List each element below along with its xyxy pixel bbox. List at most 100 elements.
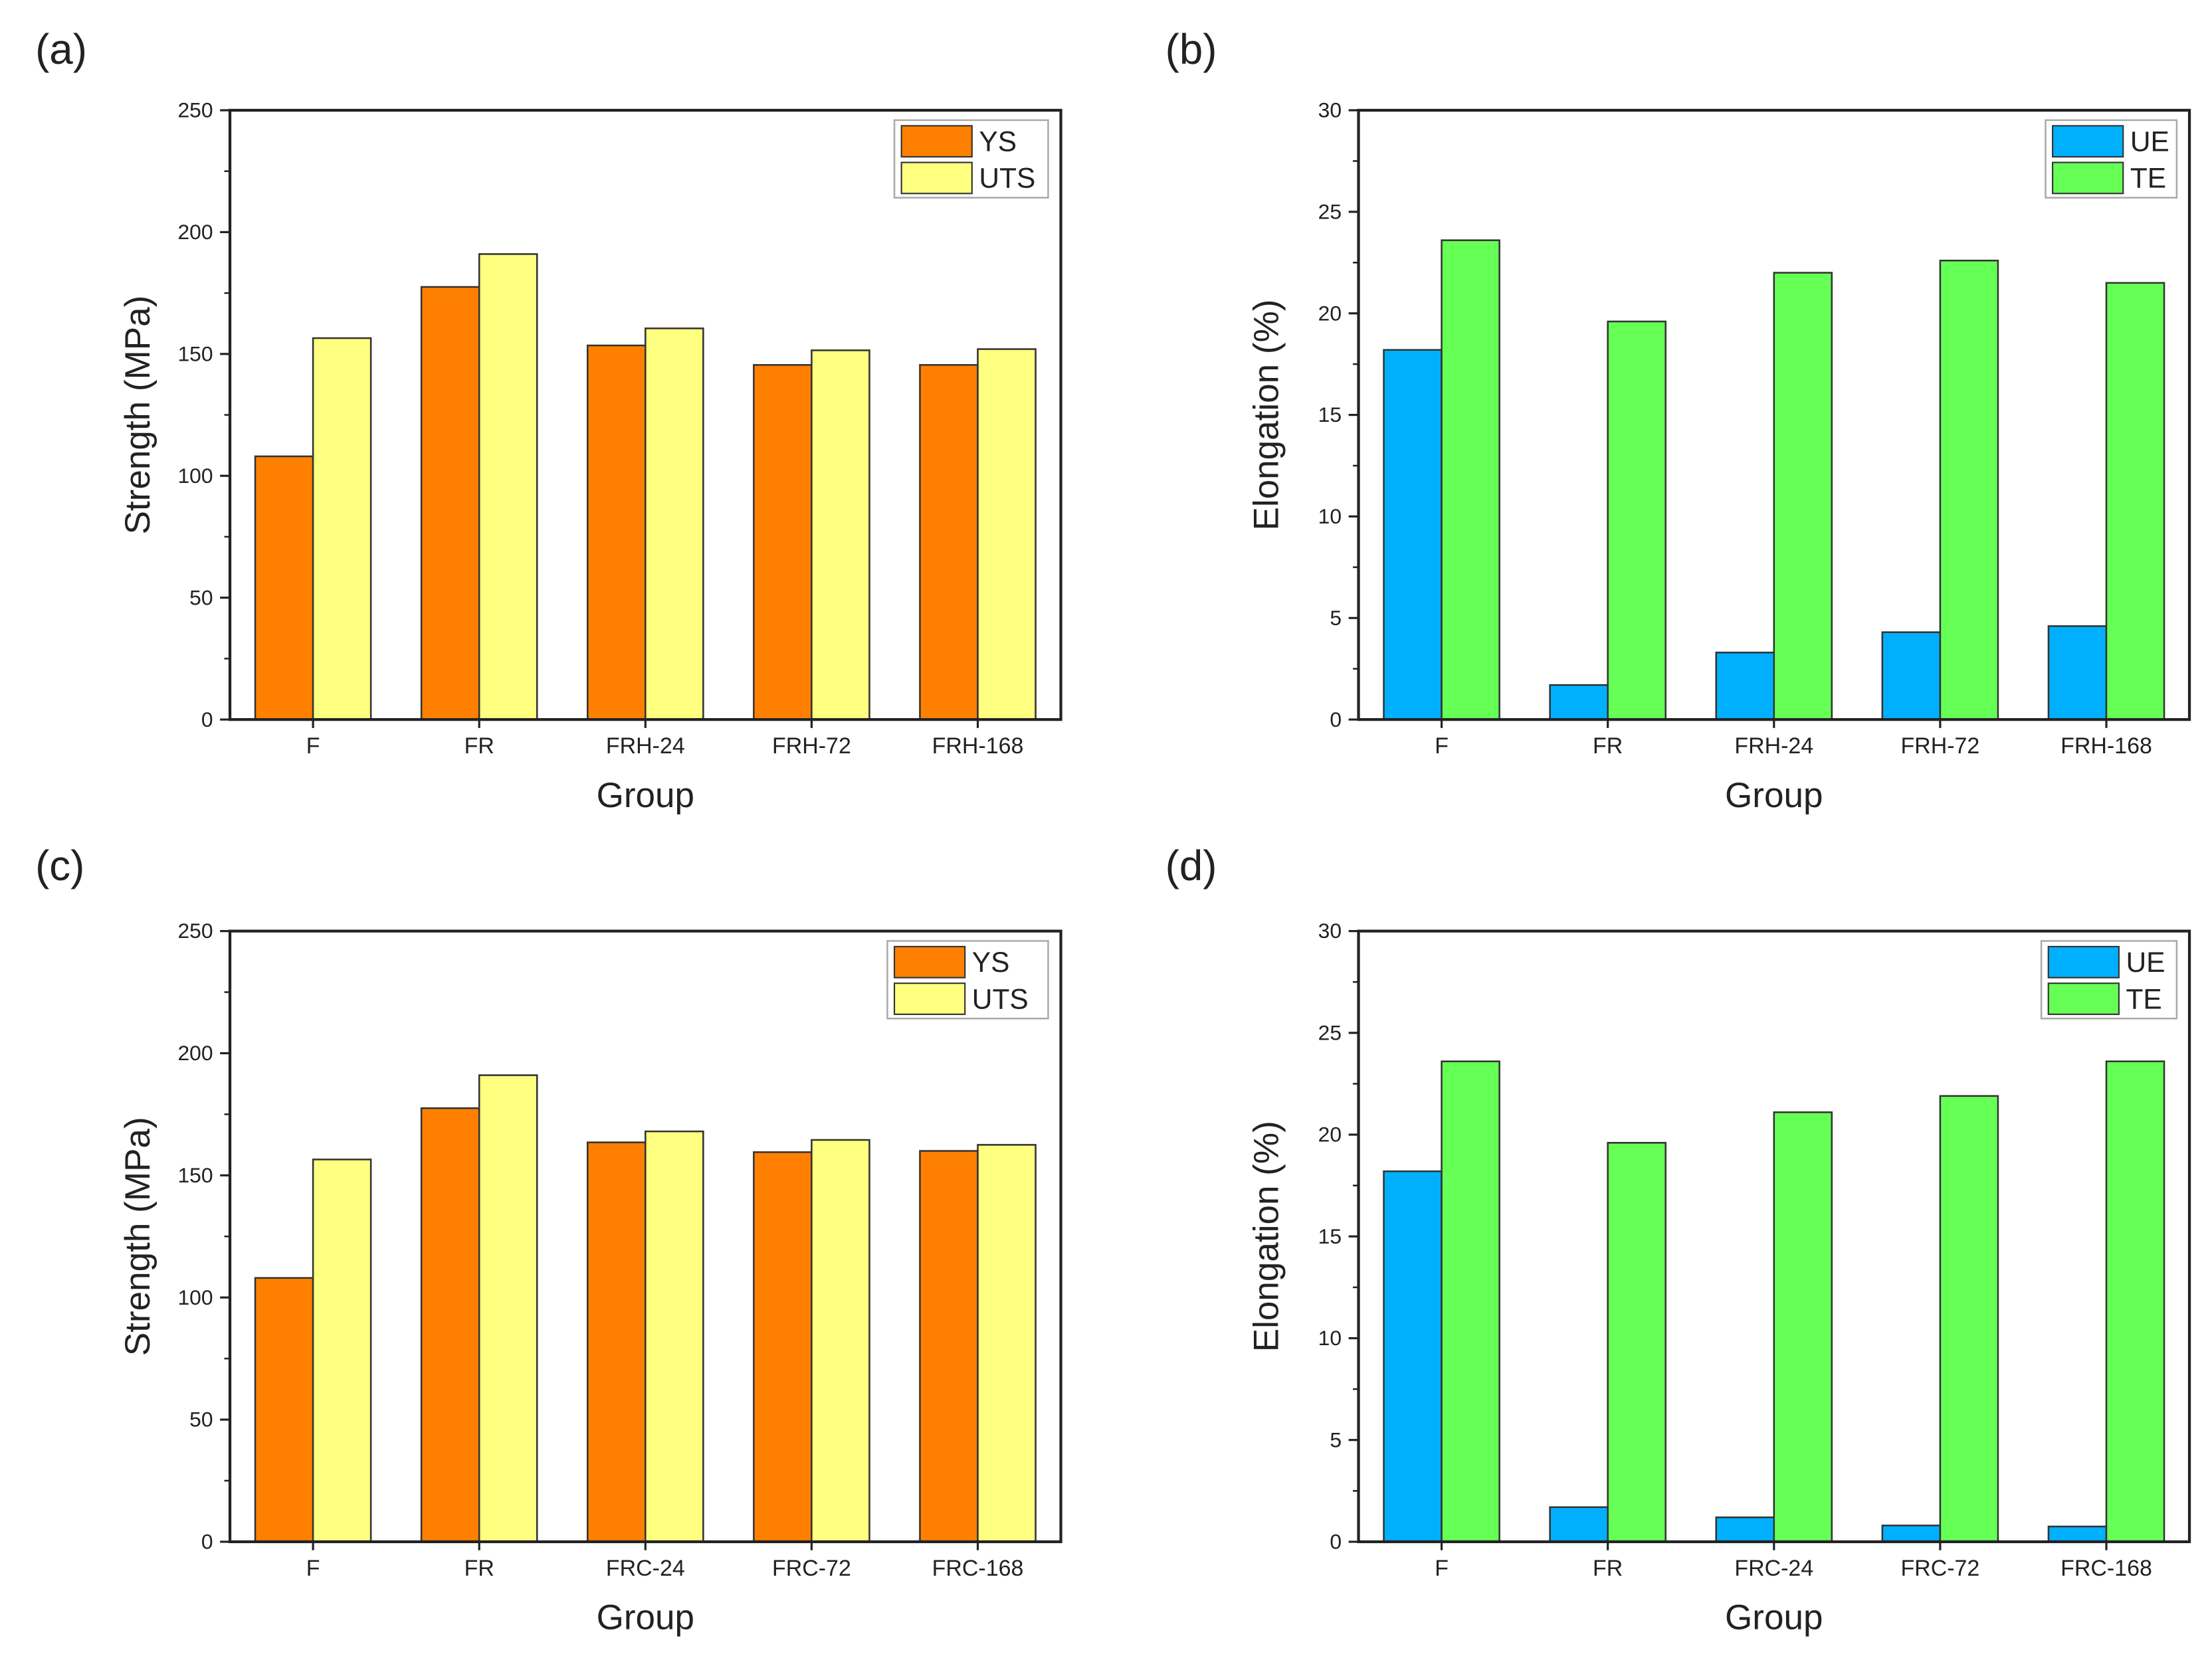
x-tick-label: FR [1593,1556,1623,1581]
bar-ue-frh-72 [1881,631,1942,721]
x-tick-label: FRH-24 [1734,733,1813,759]
y-tick-label: 30 [1318,98,1342,122]
legend-swatch-uts [900,161,973,195]
x-tick-label: FR [464,1556,494,1581]
bar-ue-fr [1549,1506,1609,1543]
x-tick-label: F [306,733,320,759]
y-axis-label: Elongation (%) [1247,1121,1286,1352]
x-tick-label: FRH-24 [606,733,685,759]
y-tick-label: 20 [1318,1123,1342,1147]
y-tick-label: 250 [177,919,213,943]
y-tick-label: 200 [177,220,213,244]
y-tick-label: 50 [189,585,213,609]
bar-uts-f [312,337,372,721]
bar-ys-fr [420,286,480,721]
legend-label-ys: YS [979,126,1017,157]
x-axis-label: Group [1725,1598,1823,1637]
x-tick-label: F [1435,1556,1449,1581]
bar-te-frh-72 [1939,259,1999,721]
panel-label: (a) [35,26,87,73]
bar-uts-fr [478,253,538,721]
bar-ue-frc-24 [1715,1516,1775,1543]
bar-te-f [1441,239,1500,721]
y-tick-label: 25 [1318,199,1342,223]
y-tick-label: 250 [177,98,213,122]
bar-uts-frh-72 [811,349,870,721]
bar-te-frc-72 [1939,1095,1999,1543]
x-tick-label: FRH-168 [932,733,1024,759]
legend: UE TE [2040,940,2178,1020]
panel-label: (c) [35,842,84,889]
bar-ys-frh-168 [919,364,979,721]
bar-ys-fr [420,1107,480,1543]
bar-uts-frc-72 [811,1139,870,1543]
x-axis-label: Group [597,1598,694,1637]
bar-te-frc-168 [2105,1060,2165,1543]
legend-swatch-te [2047,982,2120,1015]
bar-ys-frh-72 [753,364,813,721]
y-tick-label: 100 [177,1285,213,1309]
y-tick-label: 20 [1318,301,1342,325]
chart-panel-d: (d) F FR FRC-24 FRC-72 FRC-168 0 5 10 15 20 25 30 Elo… [1165,842,2191,1637]
y-tick-label: 10 [1318,1326,1342,1350]
y-tick-label: 100 [177,464,213,488]
bar-ys-frc-24 [586,1141,647,1543]
legend-label-te: TE [2126,983,2162,1014]
x-tick-label: FRH-168 [2061,733,2152,759]
legend-swatch-ue [2047,945,2120,978]
y-tick-label: 200 [177,1041,213,1065]
bar-uts-fr [478,1074,538,1543]
legend-label-uts: UTS [979,163,1035,194]
y-tick-label: 50 [189,1408,213,1432]
legend-swatch-ys [900,125,973,158]
bar-ue-f [1383,1170,1443,1543]
y-tick-label: 10 [1318,504,1342,528]
x-tick-label: FRC-168 [2061,1556,2152,1581]
x-tick-label: FRH-72 [772,733,851,759]
y-tick-label: 15 [1318,1224,1342,1248]
chart-panel-a: (a) F FR FRH-24 FRH-72 FRH-168 0 50 100 150 200 250… [35,26,1062,815]
bar-ue-frc-72 [1881,1525,1942,1543]
x-tick-label: FRC-24 [1734,1556,1813,1581]
bar-ys-frc-168 [919,1150,979,1543]
bar-uts-frc-168 [977,1144,1037,1543]
panel-label: (b) [1165,26,1217,73]
legend: YS UTS [893,119,1049,199]
bar-ue-frc-168 [2047,1525,2108,1543]
bar-ue-f [1383,349,1443,721]
bar-ys-frh-24 [586,344,647,721]
bar-ue-frh-168 [2047,625,2108,721]
y-tick-label: 150 [177,341,213,365]
y-tick-label: 0 [201,707,213,731]
bar-ys-f [254,455,314,721]
y-axis-label: Strength (MPa) [118,1117,157,1356]
y-axis-label: Elongation (%) [1247,300,1286,531]
y-tick-label: 5 [1330,1428,1342,1451]
y-axis-label: Strength (MPa) [118,296,157,535]
x-tick-label: FRH-72 [1900,733,1979,759]
legend-label-te: TE [2130,163,2166,194]
x-tick-label: FR [464,733,494,759]
y-tick-label: 5 [1330,606,1342,630]
y-tick-label: 150 [177,1163,213,1187]
y-tick-label: 0 [1330,1530,1342,1554]
bar-te-fr [1607,1142,1667,1543]
legend-swatch-te [2052,161,2124,195]
bar-ys-frc-72 [753,1151,813,1543]
bar-ue-frh-24 [1715,651,1775,721]
x-tick-label: F [1435,733,1449,759]
x-tick-label: FRC-72 [772,1556,851,1581]
y-tick-label: 0 [1330,707,1342,731]
bar-te-fr [1607,320,1667,721]
bar-uts-frc-24 [645,1130,704,1543]
x-axis-label: Group [597,776,694,815]
x-tick-label: FRC-168 [932,1556,1024,1581]
x-tick-label: F [306,1556,320,1581]
legend-label-uts: UTS [972,983,1029,1014]
chart-panel-c: (c) F FR FRC-24 FRC-72 FRC-168 0 50 100 150 200 250… [35,842,1062,1637]
bar-ue-fr [1549,684,1609,721]
legend: YS UTS [886,940,1049,1020]
chart-panel-b: (b) F FR FRH-24 FRH-72 FRH-168 0 5 10 15 20 25 30 Elo… [1165,26,2191,815]
legend-swatch-uts [893,982,966,1015]
